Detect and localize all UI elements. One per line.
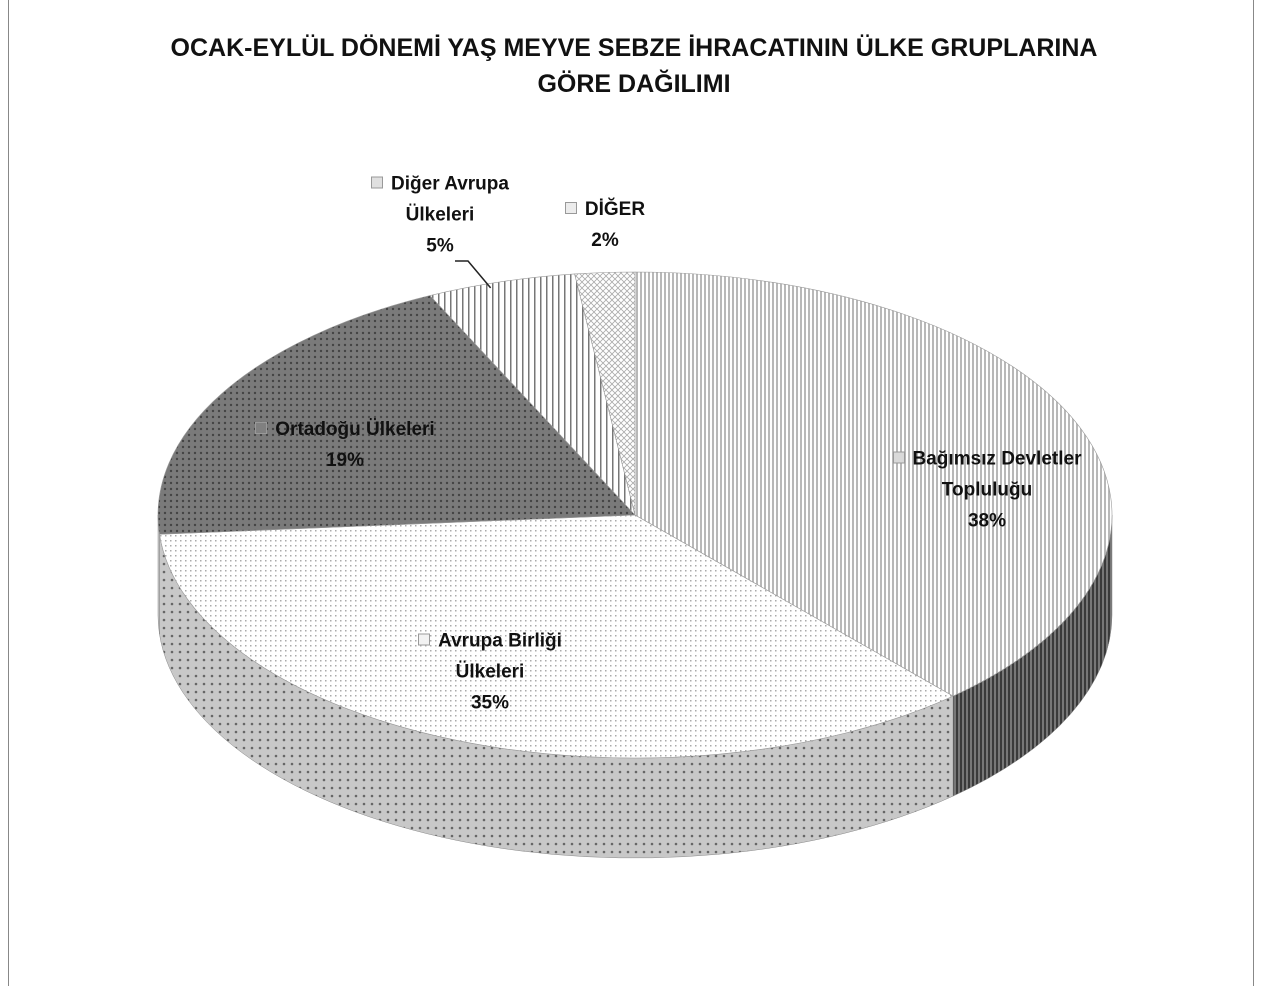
slice — [429, 273, 636, 517]
category-label: Diğer Avrupa Ülkeleri — [391, 173, 509, 226]
pie-tops — [157, 271, 1113, 759]
data-label: DİĞER 2% — [550, 194, 660, 256]
category-label: Avrupa Birliği Ülkeleri — [438, 630, 562, 683]
data-label: Avrupa Birliği Ülkeleri 35% — [390, 626, 590, 719]
data-label: Ortadoğu Ülkeleri 19% — [210, 414, 480, 476]
label-name: Diğer Avrupa Ülkeleri — [345, 169, 535, 231]
chart-title: OCAK-EYLÜL DÖNEMİ YAŞ MEYVE SEBZE İHRACA… — [170, 34, 1098, 98]
category-label: Bağımsız Devletler Topluluğu — [912, 448, 1082, 501]
legend-key — [418, 633, 431, 646]
legend-key — [255, 422, 268, 434]
value-label: 2% — [591, 230, 619, 251]
label-name: DİĞER — [550, 194, 660, 225]
category-label: DİĞER — [584, 199, 646, 220]
category-label: Ortadoğu Ülkeleri — [275, 419, 435, 440]
legend-key — [371, 176, 384, 189]
leader-line — [455, 260, 492, 289]
label-name: Bağımsız Devletler Topluluğu — [857, 444, 1117, 506]
label-name: Ortadoğu Ülkeleri — [210, 414, 480, 445]
slice — [574, 271, 636, 516]
data-label: Bağımsız Devletler Topluluğu 38% — [857, 444, 1117, 537]
value-label: 19% — [325, 450, 365, 471]
slice — [634, 271, 1113, 697]
value-label: 35% — [470, 692, 510, 714]
slice — [157, 295, 636, 535]
legend-key — [892, 451, 905, 464]
data-label: Diğer Avrupa Ülkeleri 5% — [345, 169, 535, 262]
label-name: Avrupa Birliği Ülkeleri — [390, 626, 590, 688]
legend-key — [564, 202, 577, 214]
slice — [159, 514, 954, 759]
value-label: 38% — [967, 510, 1007, 532]
value-label: 5% — [426, 235, 454, 257]
frame — [8, 0, 1254, 986]
